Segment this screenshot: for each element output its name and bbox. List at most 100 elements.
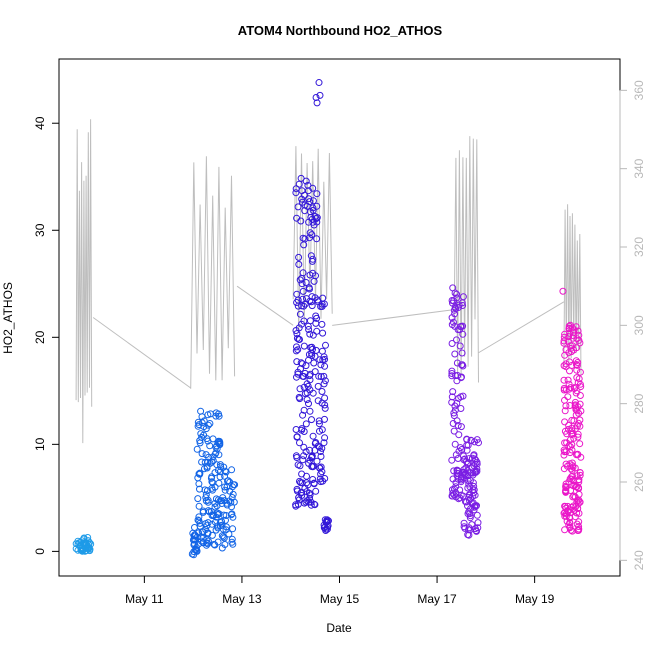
data-point [569, 324, 576, 332]
data-point [218, 532, 226, 540]
y-axis-right: 240 260 280 300 320 340 360 [619, 80, 646, 570]
data-point [228, 535, 236, 543]
x-axis-label: Date [326, 621, 352, 635]
data-point [460, 466, 468, 474]
data-point [294, 203, 302, 211]
data-point [299, 287, 307, 295]
data-point [196, 485, 203, 493]
data-point [314, 382, 322, 390]
data-point [293, 454, 301, 461]
data-point [316, 91, 324, 99]
data-point [573, 366, 581, 374]
data-point [312, 346, 320, 354]
data-point [198, 458, 206, 466]
data-point [576, 368, 584, 376]
data-point [315, 372, 323, 380]
data-point [300, 499, 308, 507]
secondary-line-segment [75, 119, 93, 444]
data-point [293, 433, 301, 441]
data-point [307, 252, 315, 260]
data-point [570, 434, 578, 442]
data-point [564, 337, 572, 345]
y-right-tick-label: 300 [632, 315, 646, 335]
data-point [448, 367, 456, 375]
data-point [318, 388, 326, 395]
secondary-line-connector [478, 301, 565, 354]
data-point [315, 420, 323, 428]
data-point [298, 302, 306, 310]
data-point [321, 415, 328, 423]
data-point [313, 202, 321, 210]
data-point [455, 431, 463, 439]
data-point [221, 486, 229, 494]
data-point [321, 362, 329, 370]
data-point [211, 469, 219, 477]
data-point [448, 321, 456, 329]
data-point [318, 347, 326, 355]
data-point [319, 329, 327, 337]
data-point [321, 434, 329, 442]
data-point [570, 502, 577, 510]
data-point [313, 99, 321, 107]
data-point [295, 335, 303, 343]
secondary-line-connector [332, 309, 455, 326]
data-point [312, 94, 320, 102]
data-point [229, 483, 236, 491]
data-point [204, 540, 212, 548]
data-point [576, 471, 584, 479]
data-point [321, 523, 329, 531]
data-point [575, 331, 583, 339]
data-point [574, 497, 582, 505]
data-point [300, 241, 308, 249]
data-point [298, 470, 306, 478]
data-point [300, 406, 308, 414]
data-point [195, 529, 203, 537]
data-point [570, 385, 578, 392]
data-point [313, 457, 321, 465]
data-point [568, 459, 576, 467]
x-tick-label: May 19 [515, 592, 555, 606]
plot-frame [58, 58, 621, 577]
data-point [456, 444, 464, 452]
data-point [203, 435, 211, 443]
data-point [309, 206, 317, 214]
data-point [193, 445, 201, 453]
data-point [457, 423, 465, 431]
data-point [194, 495, 202, 503]
data-point [453, 399, 461, 407]
data-point [208, 478, 216, 486]
data-point [298, 488, 306, 496]
x-tick-label: May 13 [222, 592, 262, 606]
data-point [294, 461, 302, 469]
data-point [196, 469, 204, 477]
x-tick-label: May 11 [125, 592, 164, 606]
data-point [318, 303, 326, 310]
data-point [222, 512, 230, 519]
data-point [299, 234, 307, 242]
data-point [219, 533, 227, 541]
secondary-line-segment [563, 204, 582, 376]
y-right-tick-label: 360 [632, 80, 646, 100]
data-point [453, 466, 461, 474]
data-point [74, 537, 82, 545]
data-point [566, 358, 573, 366]
data-point [228, 538, 236, 546]
data-point [574, 450, 581, 458]
data-point [191, 524, 198, 531]
data-point [206, 442, 214, 450]
data-point [576, 440, 584, 448]
data-point [295, 253, 303, 261]
data-point [299, 456, 307, 464]
chart-title: ATOM4 Northbound HO2_ATHOS [238, 23, 443, 38]
data-point [453, 359, 461, 367]
data-point [203, 487, 211, 495]
data-point [302, 498, 310, 506]
data-point [212, 513, 220, 521]
data-point [198, 413, 206, 421]
data-point [195, 513, 203, 521]
data-point [448, 456, 456, 464]
data-point [301, 201, 309, 209]
y-right-tick-label: 260 [632, 472, 646, 492]
data-point [319, 356, 327, 364]
data-point [561, 427, 569, 435]
